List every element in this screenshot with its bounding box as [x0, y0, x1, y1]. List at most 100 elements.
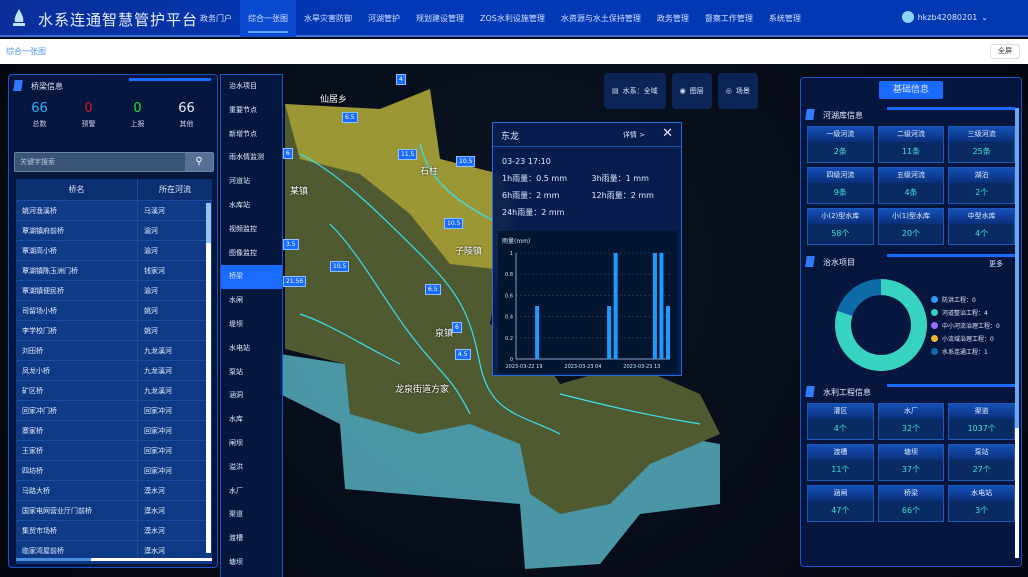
donut-segment[interactable] [835, 279, 927, 371]
legend-item[interactable]: 防洪工程：0 [931, 293, 1000, 306]
station-marker[interactable]: 6 [452, 322, 462, 333]
nav-item[interactable]: 水资源与水土保持管理 [560, 14, 641, 23]
map-control-button[interactable]: ▤ 水系：全域 [604, 73, 666, 109]
fullscreen-button[interactable]: 全屏 [990, 44, 1020, 59]
nav-item[interactable]: 综合一张图 [240, 0, 296, 37]
table-row[interactable]: 李学校门桥 姚河 [16, 321, 212, 341]
detail-link[interactable]: 详情 > [622, 131, 645, 139]
info-card[interactable]: 小(2)型水库 58个 [807, 208, 874, 245]
layer-nav-item[interactable]: 桥梁 [221, 265, 282, 290]
nav-item[interactable]: 政务管理 [656, 14, 689, 23]
breadcrumb[interactable]: 综合一张图 [6, 47, 46, 56]
station-marker[interactable]: 11.5 [398, 149, 418, 160]
more-link[interactable]: 更多 [989, 260, 1003, 268]
layer-nav-item[interactable]: 新增节点 [229, 129, 257, 138]
table-row[interactable]: 覃湖高小桥 渝河 [16, 241, 212, 261]
layer-nav-item[interactable]: 溢洪 [229, 462, 243, 471]
station-marker[interactable]: 6 [283, 148, 293, 159]
table-row[interactable]: 矿区桥 九龙溪河 [16, 381, 212, 401]
station-marker[interactable]: 4.5 [455, 349, 471, 360]
map-control-button[interactable]: ◉ 图层 [671, 73, 712, 109]
info-card[interactable]: 灌区 4个 [807, 403, 874, 440]
legend-item[interactable]: 水系连通工程：1 [931, 345, 1000, 358]
nav-item[interactable]: ZOS水利设施管理 [480, 14, 545, 23]
layer-nav-item[interactable]: 渠道 [229, 510, 243, 519]
table-row[interactable]: 姚河渔溪桥 马溪河 [16, 201, 212, 221]
table-row[interactable]: 四坊桥 回家冲河 [16, 461, 212, 481]
table-hscrollbar[interactable] [16, 558, 212, 561]
table-row[interactable]: 寨家桥 回家冲河 [16, 421, 212, 441]
nav-item[interactable]: 规划建设管理 [416, 14, 464, 23]
layer-nav-item[interactable]: 闸坝 [229, 438, 243, 447]
layer-nav-item[interactable]: 泵站 [229, 367, 243, 376]
info-card[interactable]: 一级河流 2条 [807, 126, 874, 163]
layer-nav-item[interactable]: 水厂 [229, 486, 243, 495]
layer-nav-item[interactable]: 水闸 [229, 296, 243, 305]
search-icon[interactable]: ⚲ [185, 153, 213, 171]
map-control-button[interactable]: ◎ 场景 [717, 73, 758, 109]
nav-item[interactable]: 督察工作管理 [704, 14, 753, 23]
info-card[interactable]: 塘坝 37个 [877, 444, 945, 481]
table-row[interactable]: 马路大桥 漠水河 [16, 481, 212, 501]
table-row[interactable]: 凤龙小桥 九龙溪河 [16, 361, 212, 381]
table-row[interactable]: 集贸市场桥 漠水河 [16, 521, 212, 541]
info-card[interactable]: 水厂 32个 [877, 403, 945, 440]
layer-nav-item[interactable]: 雨水情监测 [229, 153, 264, 162]
table-scrollbar[interactable] [206, 203, 211, 553]
info-card[interactable]: 泵站 27个 [948, 444, 1015, 481]
layer-nav-item[interactable]: 河道站 [229, 177, 250, 186]
station-marker[interactable]: 10.5 [444, 218, 464, 229]
nav-item[interactable]: 水旱灾害防御 [304, 14, 352, 23]
column-header[interactable]: 桥名 [16, 179, 138, 200]
info-card[interactable]: 二级河流 11条 [877, 126, 945, 163]
station-marker[interactable]: 6.5 [342, 112, 358, 123]
station-marker[interactable]: 21.56 [283, 276, 307, 287]
info-card[interactable]: 中型水库 4个 [948, 208, 1015, 245]
station-marker[interactable]: 4 [396, 74, 406, 85]
info-card[interactable]: 渡槽 11个 [807, 444, 874, 481]
layer-nav-item[interactable]: 渡槽 [229, 534, 243, 543]
layer-nav-item[interactable]: 塘坝 [229, 557, 243, 566]
station-marker[interactable]: 6.5 [425, 284, 441, 295]
table-row[interactable]: 司留场小桥 姚河 [16, 301, 212, 321]
info-card[interactable]: 桥梁 66个 [877, 485, 945, 522]
nav-item[interactable]: 系统管理 [768, 14, 801, 23]
legend-item[interactable]: 中小河流治理工程：0 [931, 319, 1000, 332]
column-header[interactable]: 所在河流 [159, 185, 191, 194]
info-card[interactable]: 湖泊 2个 [948, 167, 1015, 204]
layer-nav-item[interactable]: 水库 [229, 415, 243, 424]
table-row[interactable]: 覃湖镇府前桥 渝河 [16, 221, 212, 241]
panel-scrollbar[interactable] [1015, 108, 1019, 558]
info-card[interactable]: 小(1)型水库 20个 [877, 208, 945, 245]
info-card[interactable]: 涵闸 47个 [807, 485, 874, 522]
layer-nav-item[interactable]: 治水项目 [229, 82, 257, 90]
layer-nav-item[interactable]: 堤坝 [229, 319, 243, 328]
nav-item[interactable]: 河湖管护 [368, 14, 400, 23]
station-marker[interactable]: 10.5 [330, 261, 350, 272]
info-card[interactable]: 五级河流 4条 [877, 167, 945, 204]
legend-item[interactable]: 河道整治工程：4 [931, 306, 1000, 319]
donut-segment[interactable] [837, 279, 882, 317]
info-card[interactable]: 三级河流 25条 [948, 126, 1015, 163]
layer-nav-item[interactable]: 涵洞 [229, 391, 243, 400]
table-row[interactable]: 覃湖镇便民桥 渝河 [16, 281, 212, 301]
table-row[interactable]: 王家桥 回家冲河 [16, 441, 212, 461]
close-icon[interactable]: ✕ [662, 126, 673, 141]
info-card[interactable]: 水电站 3个 [948, 485, 1015, 522]
legend-item[interactable]: 小流域治理工程：0 [931, 332, 1000, 345]
user-menu[interactable]: hkzb42080201 ⌄ [901, 11, 988, 23]
search-input[interactable] [15, 153, 185, 171]
station-marker[interactable]: 3.5 [283, 239, 299, 250]
layer-nav-item[interactable]: 水库站 [229, 200, 250, 209]
info-card[interactable]: 四级河流 9条 [807, 167, 874, 204]
table-row[interactable]: 覃湖镇陈玉洲门桥 钱家河 [16, 261, 212, 281]
info-card[interactable]: 渠道 1037个 [948, 403, 1015, 440]
nav-item[interactable]: 政务门户 [200, 14, 232, 23]
layer-nav-item[interactable]: 水电站 [229, 343, 250, 352]
layer-nav-item[interactable]: 视频监控 [229, 224, 257, 233]
table-row[interactable]: 刘田桥 九龙溪河 [16, 341, 212, 361]
table-row[interactable]: 回家冲门桥 回家冲河 [16, 401, 212, 421]
layer-nav-item[interactable]: 重要节点 [229, 105, 257, 114]
station-marker[interactable]: 10.5 [456, 156, 476, 167]
table-row[interactable]: 国家电网营业厅门前桥 漠水河 [16, 501, 212, 521]
